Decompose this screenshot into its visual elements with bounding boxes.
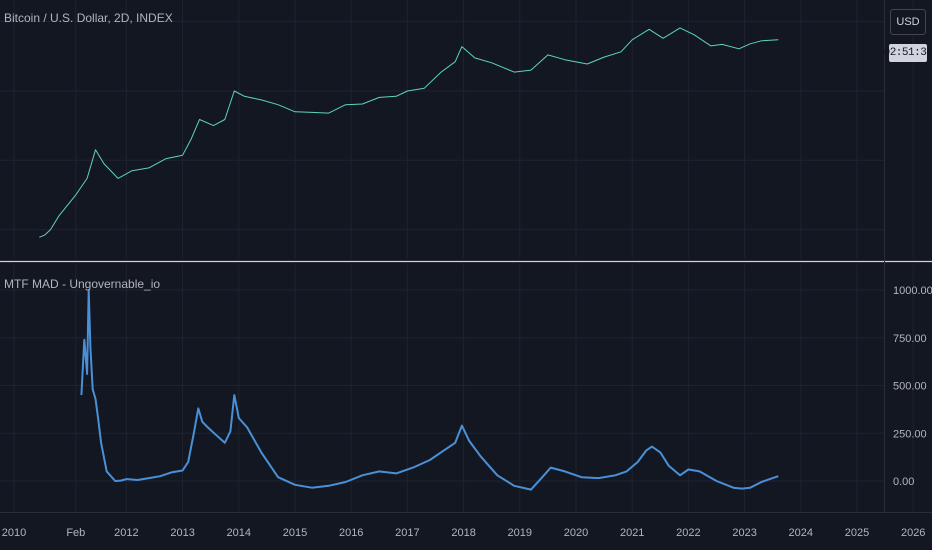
y-tick-label: 500.00 xyxy=(893,381,927,393)
x-tick-label: 2021 xyxy=(620,527,644,539)
x-tick-label: 2015 xyxy=(283,527,307,539)
x-tick-label: Feb xyxy=(66,527,85,539)
bar-countdown: 02:51:34 xyxy=(884,44,932,62)
x-tick-label: 2014 xyxy=(227,527,251,539)
indicator-price-axis[interactable]: 1000.00 750.00 500.00 250.00 0.00 xyxy=(893,285,932,488)
mad-indicator-series xyxy=(80,289,779,491)
time-axis[interactable]: 2010 Feb 2012 2013 2014 2015 2016 2017 2018 2019 2… xyxy=(2,527,926,539)
currency-button[interactable]: USD xyxy=(890,9,926,35)
x-tick-label: 2012 xyxy=(114,527,138,539)
x-tick-label: 2020 xyxy=(564,527,588,539)
symbol-title[interactable]: Bitcoin / U.S. Dollar, 2D, INDEX xyxy=(4,11,173,25)
x-tick-label: 2024 xyxy=(789,527,813,539)
y-tick-label: 250.00 xyxy=(893,428,927,440)
y-tick-label: 1000.00 xyxy=(893,285,932,297)
x-tick-label: 2013 xyxy=(170,527,194,539)
y-tick-label: 0.00 xyxy=(893,476,914,488)
btc-price-series xyxy=(39,27,779,238)
x-tick-label: 2018 xyxy=(451,527,475,539)
btc-price-line xyxy=(39,27,779,238)
lower-grid xyxy=(0,265,914,512)
y-tick-label: 750.00 xyxy=(893,333,927,345)
indicator-title[interactable]: MTF MAD - Ungovernable_io xyxy=(4,277,161,291)
mad-line xyxy=(80,289,779,491)
x-tick-label: 2025 xyxy=(845,527,869,539)
x-tick-label: 2017 xyxy=(395,527,419,539)
x-tick-label: 2022 xyxy=(676,527,700,539)
x-tick-label: 2019 xyxy=(508,527,532,539)
x-tick-label: 2026 xyxy=(901,527,925,539)
x-tick-label: 2023 xyxy=(732,527,756,539)
upper-grid xyxy=(0,0,914,258)
x-tick-label: 2016 xyxy=(339,527,363,539)
x-tick-label: 2010 xyxy=(2,527,26,539)
